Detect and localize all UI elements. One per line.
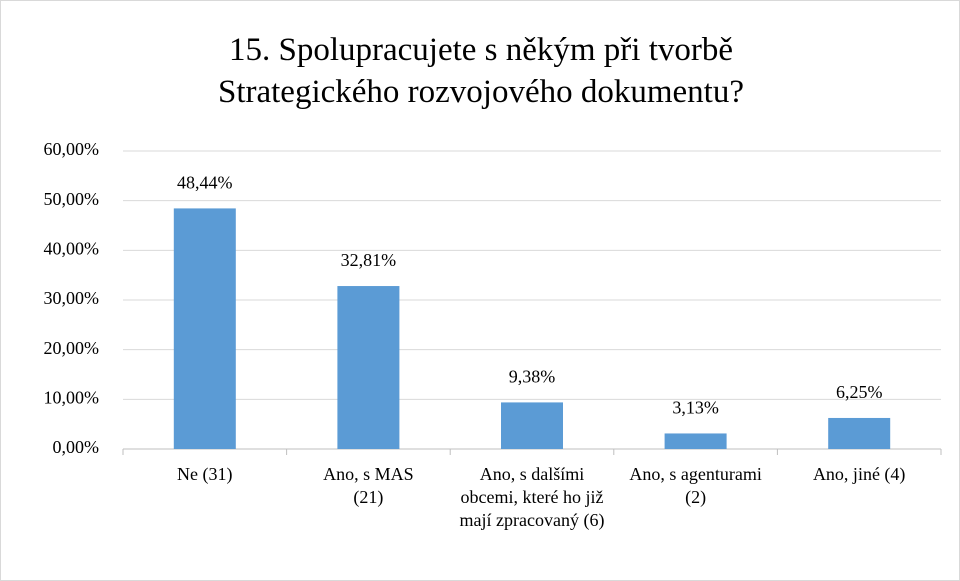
y-tick-label: 0,00% bbox=[53, 437, 100, 457]
x-tick-label: Ne (31) bbox=[177, 464, 233, 484]
data-label: 48,44% bbox=[177, 173, 233, 193]
bar bbox=[501, 402, 563, 449]
y-tick-label: 50,00% bbox=[44, 189, 100, 209]
bar bbox=[828, 417, 891, 449]
data-label: 3,13% bbox=[672, 398, 719, 418]
y-tick-label: 30,00% bbox=[44, 288, 100, 308]
data-label: 6,25% bbox=[836, 382, 883, 402]
chart-title: 15. Spolupracujete s někým při tvorbě St… bbox=[217, 32, 745, 110]
x-tick-label: Ano, s agenturami (2) bbox=[629, 464, 762, 507]
x-tick-label: Ano, s dalšími obcemi, které ho již mají… bbox=[459, 464, 605, 530]
y-tick-label: 40,00% bbox=[44, 238, 100, 258]
bar bbox=[664, 433, 727, 449]
x-tick-label: Ano, s MAS (21) bbox=[323, 464, 414, 507]
y-tick-label: 20,00% bbox=[44, 338, 100, 358]
data-label: 32,81% bbox=[341, 250, 397, 270]
bar bbox=[173, 208, 236, 449]
x-tick-label: Ano, jiné (4) bbox=[812, 464, 906, 484]
data-label: 9,38% bbox=[509, 367, 556, 387]
y-tick-label: 10,00% bbox=[44, 387, 100, 407]
y-tick-label: 60,00% bbox=[44, 139, 100, 159]
bar bbox=[337, 286, 400, 449]
